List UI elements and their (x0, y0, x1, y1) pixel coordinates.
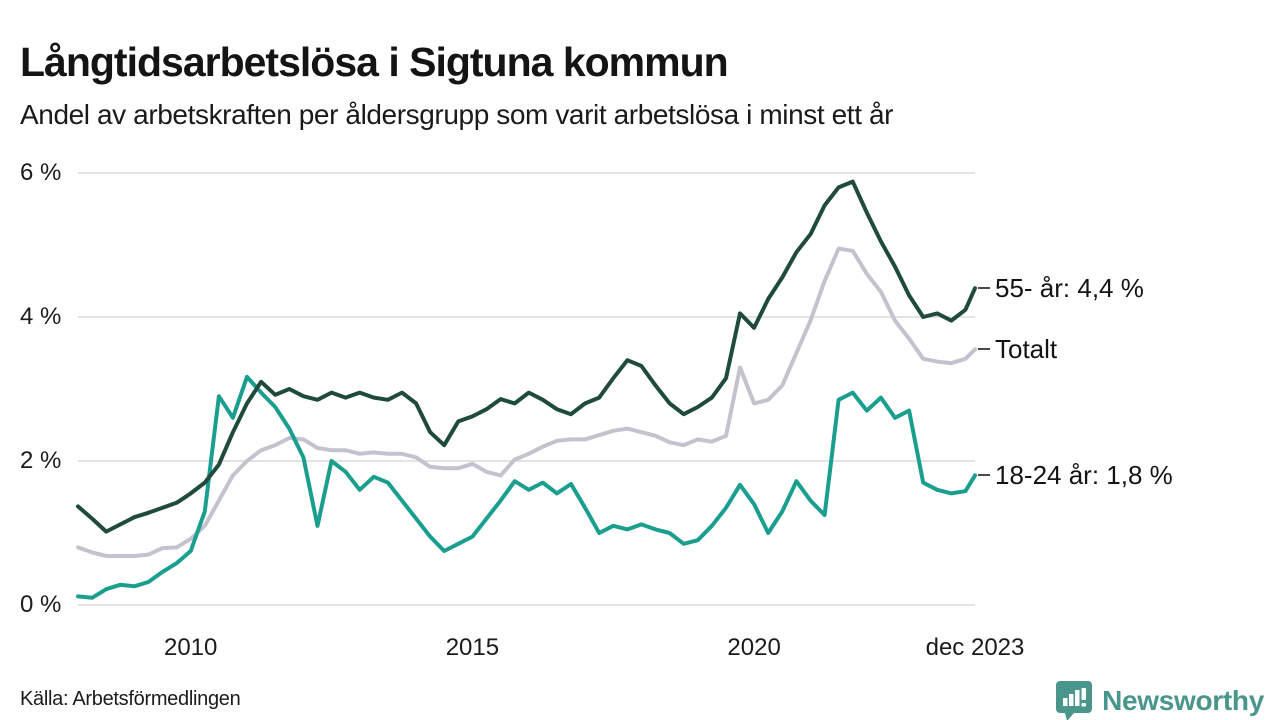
series-label-text: Totalt (995, 333, 1058, 364)
series-line-2 (76, 374, 977, 600)
x-tick-label: 2020 (727, 634, 781, 661)
chart-title: Långtidsarbetslösa i Sigtuna kommun (20, 39, 729, 86)
brand-logo: Newsworthy (1055, 680, 1264, 720)
series-label: 55- år: 4,4 % (978, 271, 1144, 305)
x-tick-label: 2010 (163, 634, 218, 661)
series-label: Totalt (978, 332, 1057, 366)
newsworthy-pin-barchart-icon (1056, 681, 1093, 720)
series-label-text: 55- år: 4,4 % (995, 272, 1144, 303)
source-note: Källa: Arbetsförmedlingen (20, 688, 241, 710)
series-line-3 (76, 179, 977, 534)
y-tick-label: 2 % (20, 447, 62, 474)
brand-name: Newsworthy (1102, 685, 1264, 716)
series-label-tick (978, 287, 990, 290)
series-label-text: 18-24 år: 1,8 % (995, 459, 1173, 490)
series-line-1 (76, 246, 977, 558)
y-tick-label: 4 % (20, 303, 62, 330)
series-label-tick (978, 348, 990, 351)
x-tick-label: dec 2023 (925, 634, 1025, 661)
y-tick-label: 6 % (20, 159, 62, 186)
series-label: 18-24 år: 1,8 % (978, 458, 1173, 492)
series-label-tick (978, 474, 990, 477)
x-tick-label: 2015 (445, 634, 500, 661)
y-tick-label: 0 % (20, 591, 62, 618)
chart-subtitle: Andel av arbetskraften per åldersgrupp s… (20, 99, 894, 130)
